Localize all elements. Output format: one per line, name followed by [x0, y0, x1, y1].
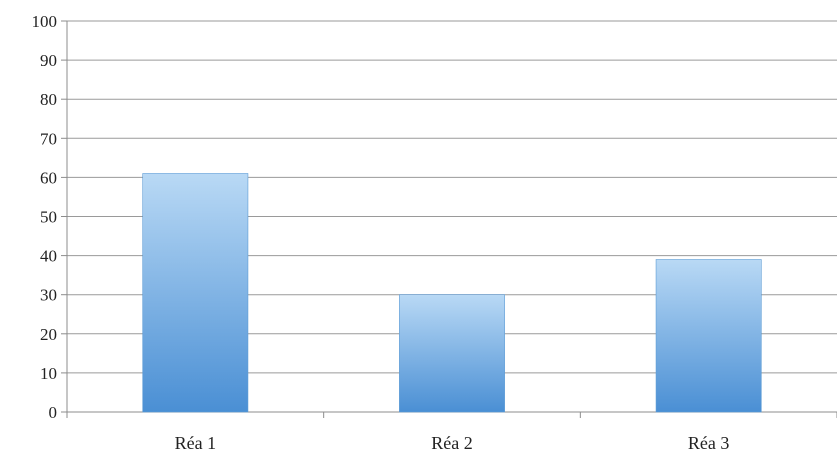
y-tick-label: 40 — [40, 247, 57, 266]
bars — [142, 173, 762, 413]
y-tick-label: 100 — [32, 12, 58, 31]
y-tick-label: 90 — [40, 51, 57, 70]
y-axis-tick-labels: 0 10 20 30 40 50 60 70 80 90 100 — [32, 12, 58, 422]
x-tick-label: Réa 3 — [688, 433, 729, 453]
x-tick-label: Réa 1 — [175, 433, 216, 453]
y-tick-label: 60 — [40, 168, 57, 187]
y-tick-label: 70 — [40, 129, 57, 148]
y-tick-label: 20 — [40, 325, 57, 344]
y-tick-label: 50 — [40, 208, 57, 227]
y-tick-label: 30 — [40, 286, 57, 305]
x-axis-tick-labels: Réa 1 Réa 2 Réa 3 — [175, 433, 730, 453]
bar-2 — [399, 294, 505, 413]
bar-3 — [655, 259, 762, 413]
bar-1 — [142, 173, 249, 413]
y-tick-label: 80 — [40, 90, 57, 109]
y-tick-label: 10 — [40, 364, 57, 383]
x-tick-label: Réa 2 — [431, 433, 472, 453]
y-tick-label: 0 — [49, 403, 58, 422]
